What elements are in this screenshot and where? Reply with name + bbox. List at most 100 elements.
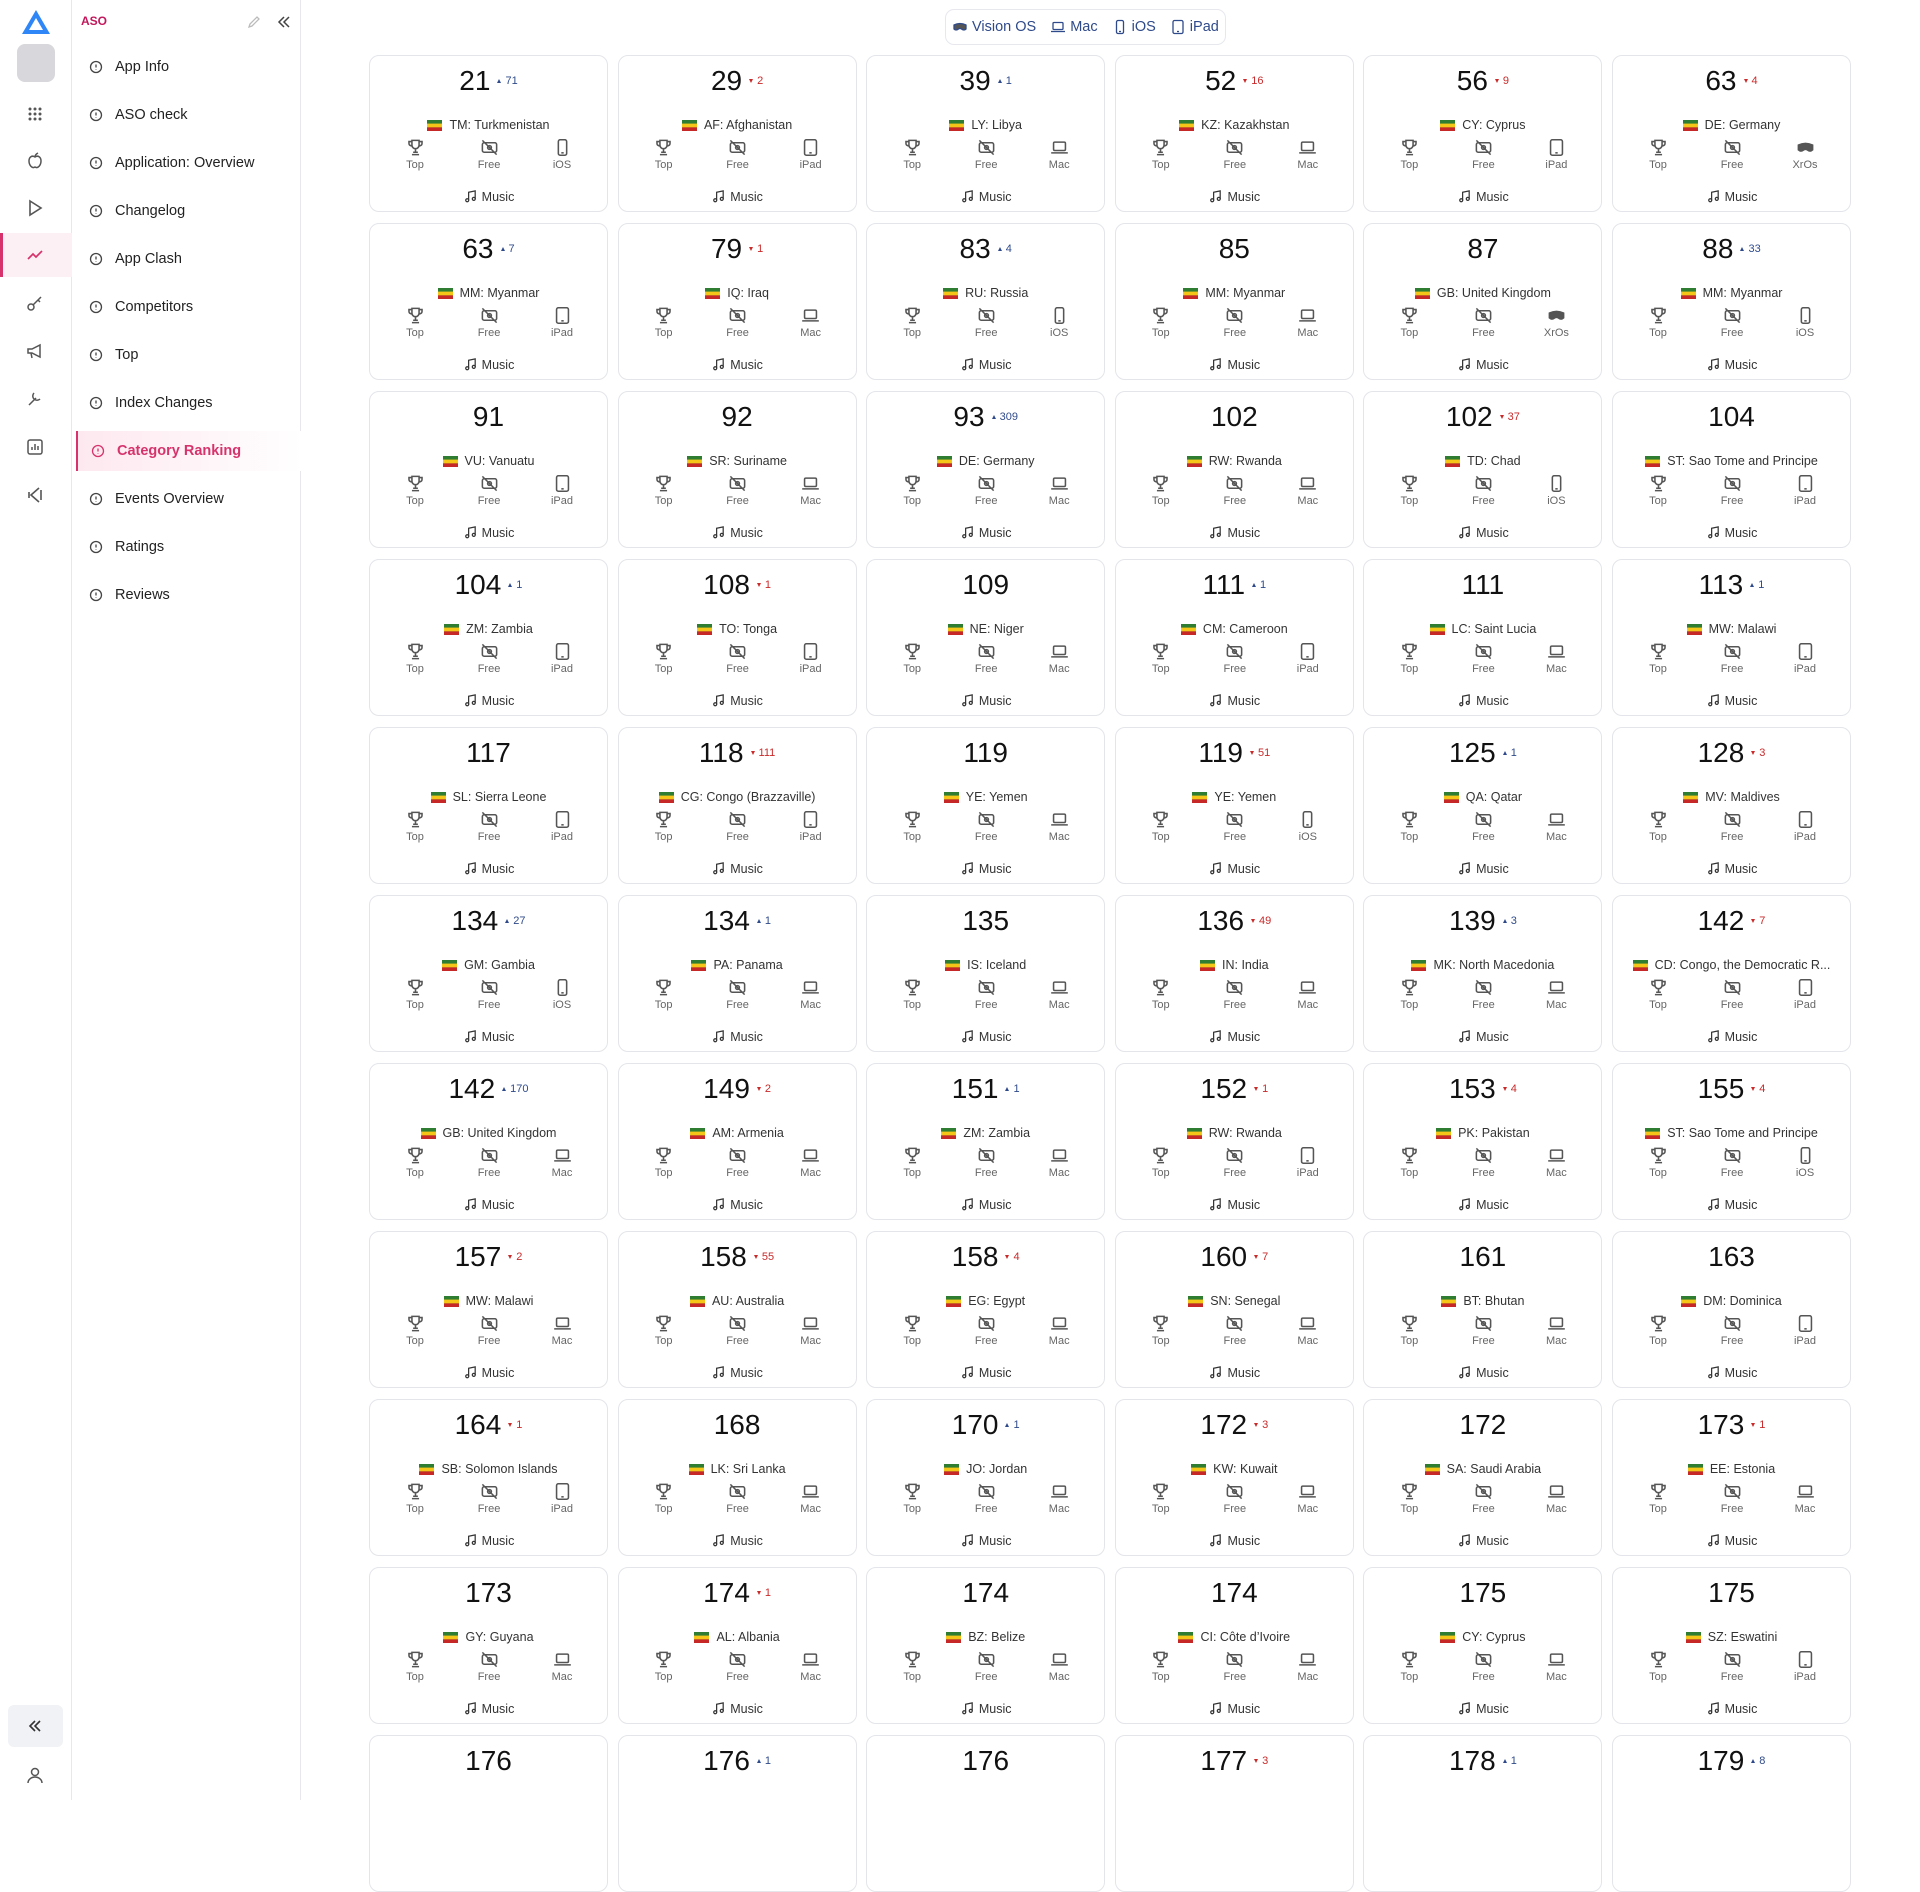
rail-icon-trend[interactable]: [24, 244, 46, 266]
change-value: 1: [757, 243, 764, 255]
ranking-card[interactable]: 149 2 AM: Armenia Top Free Mac Music: [617, 1063, 857, 1220]
ranking-card[interactable]: 158 55 AU: Australia Top Free Mac Music: [617, 1231, 857, 1388]
nav-item[interactable]: App Clash: [76, 239, 300, 279]
platform-tab[interactable]: iOS: [1112, 19, 1156, 35]
nav-item[interactable]: Reviews: [76, 575, 300, 615]
ranking-card[interactable]: 108 1 TO: Tonga Top Free iPad Music: [617, 559, 857, 716]
ranking-card[interactable]: 113 1 MW: Malawi Top Free iPad Music: [1612, 559, 1851, 716]
ranking-card[interactable]: 157 2 MW: Malawi Top Free Mac Music: [369, 1231, 608, 1388]
ranking-card[interactable]: 134 27 GM: Gambia Top Free iOS Music: [369, 895, 608, 1052]
ranking-card[interactable]: 128 3 MV: Maldives Top Free iPad Music: [1612, 727, 1851, 884]
nav-item[interactable]: Changelog: [76, 191, 300, 231]
ranking-card[interactable]: 155 4 ST: Sao Tome and Principe Top Free iOS M…: [1612, 1063, 1851, 1220]
edit-icon[interactable]: [246, 14, 262, 30]
ranking-card[interactable]: 152 1 RW: Rwanda Top Free iPad Music: [1114, 1063, 1354, 1220]
rail-icon-code[interactable]: [24, 484, 46, 506]
ranking-card[interactable]: 170 1 JO: Jordan Top Free Mac Music: [866, 1399, 1106, 1556]
ranking-card[interactable]: 87 GB: United Kingdom Top Free XrOs Music: [1363, 223, 1603, 380]
ranking-card[interactable]: 63 7 MM: Myanmar Top Free iPad Music: [369, 223, 608, 380]
rail-icon-grid[interactable]: [24, 103, 46, 125]
ranking-card[interactable]: 158 4 EG: Egypt Top Free Mac Music: [866, 1231, 1106, 1388]
rank: 125: [1448, 737, 1496, 768]
user-icon[interactable]: [24, 1764, 46, 1786]
ranking-card[interactable]: 175 SZ: Eswatini Top Free iPad Music: [1612, 1567, 1851, 1724]
ranking-card[interactable]: 118 111 CG: Congo (Brazzaville) Top Free iPad…: [617, 727, 857, 884]
ranking-card[interactable]: 174 1 AL: Albania Top Free Mac Music: [617, 1567, 857, 1724]
platform-tab[interactable]: iPad: [1170, 19, 1219, 35]
ranking-card[interactable]: 63 4 DE: Germany Top Free XrOs Music: [1612, 55, 1851, 212]
ranking-card[interactable]: 176: [866, 1735, 1106, 1892]
rail-icon-tools[interactable]: [24, 388, 46, 410]
rail-icon-report[interactable]: [24, 436, 46, 458]
ranking-card[interactable]: 175 CY: Cyprus Top Free Mac Music: [1363, 1567, 1603, 1724]
nav-item[interactable]: Category Ranking: [76, 431, 302, 471]
ranking-card[interactable]: 139 3 MK: North Macedonia Top Free Mac Music: [1363, 895, 1603, 1052]
nav-item[interactable]: App Info: [76, 47, 300, 87]
ranking-card[interactable]: 172 SA: Saudi Arabia Top Free Mac Music: [1363, 1399, 1603, 1556]
rail-icon-apple[interactable]: [24, 150, 46, 172]
sidebar-collapse[interactable]: [275, 13, 293, 31]
ranking-card[interactable]: 160 7 SN: Senegal Top Free Mac Music: [1114, 1231, 1354, 1388]
ranking-card[interactable]: 93 309 DE: Germany Top Free Mac Music: [866, 391, 1106, 548]
ranking-card[interactable]: 102 RW: Rwanda Top Free Mac Music: [1114, 391, 1354, 548]
ranking-card[interactable]: 163 DM: Dominica Top Free iPad Music: [1612, 1231, 1851, 1388]
ranking-card[interactable]: 21 71 TM: Turkmenistan Top Free iOS Music: [369, 55, 608, 212]
ranking-card[interactable]: 111 1 CM: Cameroon Top Free iPad Music: [1114, 559, 1354, 716]
ranking-card[interactable]: 56 9 CY: Cyprus Top Free iPad Music: [1363, 55, 1603, 212]
ranking-card[interactable]: 92 SR: Suriname Top Free Mac Music: [617, 391, 857, 548]
platform-tab[interactable]: Mac: [1050, 19, 1098, 35]
country-row: DE: Germany: [1617, 116, 1846, 134]
ranking-card[interactable]: 173 GY: Guyana Top Free Mac Music: [369, 1567, 608, 1724]
ranking-card[interactable]: 174 CI: Côte d’Ivoire Top Free Mac Music: [1114, 1567, 1354, 1724]
ranking-card[interactable]: 176 1: [617, 1735, 857, 1892]
ranking-card[interactable]: 88 33 MM: Myanmar Top Free iOS Music: [1612, 223, 1851, 380]
ranking-card[interactable]: 168 LK: Sri Lanka Top Free Mac Music: [617, 1399, 857, 1556]
ranking-card[interactable]: 79 1 IQ: Iraq Top Free Mac Music: [617, 223, 857, 380]
ranking-card[interactable]: 85 MM: Myanmar Top Free Mac Music: [1114, 223, 1354, 380]
ranking-card[interactable]: 176: [369, 1735, 608, 1892]
ranking-card[interactable]: 164 1 SB: Solomon Islands Top Free iPad Music: [369, 1399, 608, 1556]
app-avatar[interactable]: [17, 44, 55, 82]
ranking-card[interactable]: 151 1 ZM: Zambia Top Free Mac Music: [866, 1063, 1106, 1220]
collapse-icon[interactable]: [24, 1715, 46, 1737]
ranking-card[interactable]: 119 YE: Yemen Top Free Mac Music: [866, 727, 1106, 884]
ranking-card[interactable]: 104 1 ZM: Zambia Top Free iPad Music: [369, 559, 608, 716]
country-row: QA: Qatar: [1368, 788, 1597, 806]
ranking-card[interactable]: 177 3: [1114, 1735, 1354, 1892]
ranking-card[interactable]: 134 1 PA: Panama Top Free Mac Music: [617, 895, 857, 1052]
ranking-card[interactable]: 102 37 TD: Chad Top Free iOS Music: [1363, 391, 1603, 548]
rail-icon-play[interactable]: [24, 197, 46, 219]
ranking-card[interactable]: 136 49 IN: India Top Free Mac Music: [1114, 895, 1354, 1052]
ranking-card[interactable]: 39 1 LY: Libya Top Free Mac Music: [866, 55, 1106, 212]
nav-item[interactable]: ASO check: [76, 95, 300, 135]
ranking-card[interactable]: 104 ST: Sao Tome and Principe Top Free iPad M…: [1612, 391, 1851, 548]
ranking-card[interactable]: 117 SL: Sierra Leone Top Free iPad Music: [369, 727, 608, 884]
ranking-card[interactable]: 83 4 RU: Russia Top Free iOS Music: [866, 223, 1106, 380]
ranking-card[interactable]: 52 16 KZ: Kazakhstan Top Free Mac Music: [1114, 55, 1354, 212]
ranking-card[interactable]: 174 BZ: Belize Top Free Mac Music: [866, 1567, 1106, 1724]
platform-tab[interactable]: Vision OS: [952, 19, 1036, 35]
ranking-card[interactable]: 172 3 KW: Kuwait Top Free Mac Music: [1114, 1399, 1354, 1556]
ranking-card[interactable]: 135 IS: Iceland Top Free Mac Music: [866, 895, 1106, 1052]
ranking-card[interactable]: 173 1 EE: Estonia Top Free Mac Music: [1612, 1399, 1851, 1556]
ranking-card[interactable]: 91 VU: Vanuatu Top Free iPad Music: [369, 391, 608, 548]
ranking-card[interactable]: 142 7 CD: Congo, the Democratic R... Top Fre…: [1612, 895, 1851, 1052]
ranking-card[interactable]: 153 4 PK: Pakistan Top Free Mac Music: [1363, 1063, 1603, 1220]
nav-item[interactable]: Top: [76, 335, 300, 375]
nav-item[interactable]: Events Overview: [76, 479, 300, 519]
ranking-card[interactable]: 179 8: [1612, 1735, 1851, 1892]
rail-icon-key[interactable]: [24, 292, 46, 314]
ranking-card[interactable]: 109 NE: Niger Top Free Mac Music: [866, 559, 1106, 716]
ranking-card[interactable]: 178 1: [1363, 1735, 1603, 1892]
ranking-card[interactable]: 29 2 AF: Afghanistan Top Free iPad Music: [617, 55, 857, 212]
ranking-card[interactable]: 142 170 GB: United Kingdom Top Free Mac Music: [369, 1063, 608, 1220]
ranking-card[interactable]: 119 51 YE: Yemen Top Free iOS Music: [1114, 727, 1354, 884]
ranking-card[interactable]: 111 LC: Saint Lucia Top Free Mac Music: [1363, 559, 1603, 716]
ranking-card[interactable]: 161 BT: Bhutan Top Free Mac Music: [1363, 1231, 1603, 1388]
nav-item[interactable]: Application: Overview: [76, 143, 300, 183]
nav-item[interactable]: Index Changes: [76, 383, 300, 423]
rail-icon-megaphone[interactable]: [24, 340, 46, 362]
nav-item[interactable]: Ratings: [76, 527, 300, 567]
nav-item[interactable]: Competitors: [76, 287, 300, 327]
ranking-card[interactable]: 125 1 QA: Qatar Top Free Mac Music: [1363, 727, 1603, 884]
